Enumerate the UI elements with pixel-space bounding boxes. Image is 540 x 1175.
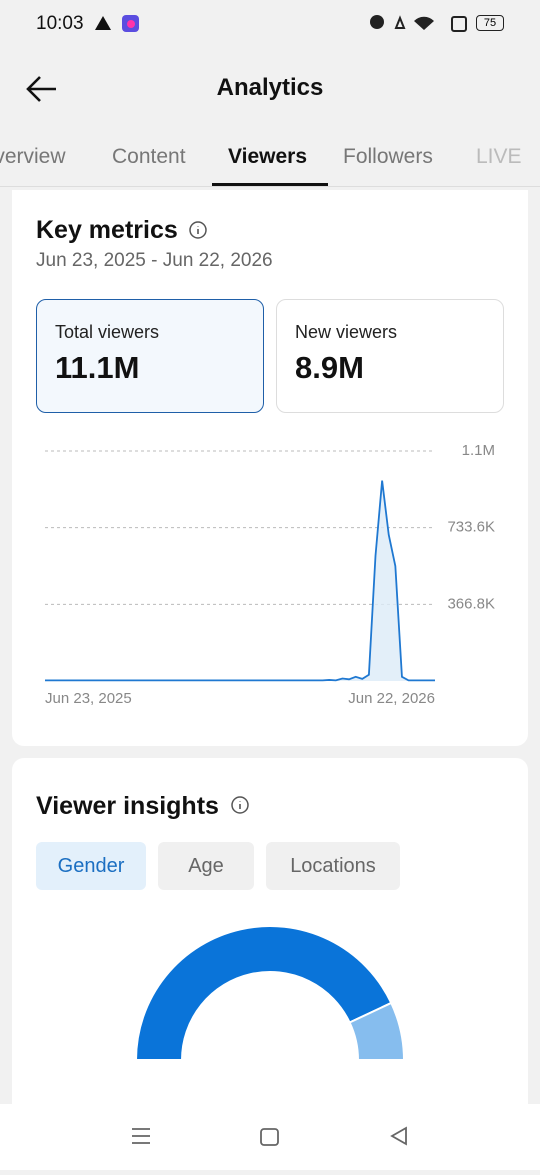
tab-indicator	[212, 183, 328, 186]
section-title: Key metrics	[36, 216, 178, 244]
metric-card[interactable]: New viewers 8.9M	[276, 299, 504, 413]
tab[interactable]: LIVE	[476, 145, 522, 168]
system-icons	[370, 15, 467, 32]
metric-value: 11.1M	[55, 350, 140, 385]
nav-icons	[132, 1126, 407, 1146]
key-metrics-card: Key metrics Jun 23, 2025 - Jun 22, 2026 …	[12, 190, 528, 746]
tab[interactable]: Viewers	[228, 145, 308, 168]
line	[45, 480, 435, 682]
y-tick-label: 733.6K	[447, 519, 495, 536]
tab[interactable]: Overview	[0, 145, 66, 168]
metric-label: Total viewers	[55, 322, 160, 342]
time: 10:03	[36, 13, 84, 34]
filter-chip[interactable]: Gender	[36, 842, 146, 890]
line-chart: 366.8K 733.6K 1.1M Jun 23, 2025 Jun 22, 2026	[45, 442, 495, 707]
metric-card[interactable]: Total viewers 11.1M	[36, 299, 264, 413]
tab[interactable]: Content	[112, 145, 186, 168]
info-icon[interactable]	[230, 795, 250, 815]
metric-label: New viewers	[295, 322, 398, 342]
gauge-chart	[134, 925, 406, 1061]
back-button[interactable]	[24, 74, 60, 104]
y-tick-label: 1.1M	[462, 442, 495, 459]
nav-bar	[0, 1104, 540, 1170]
date-range: Jun 23, 2025 - Jun 22, 2026	[36, 250, 273, 271]
filter-chip[interactable]: Age	[158, 842, 254, 890]
section-title: Viewer insights	[36, 792, 219, 820]
battery: 75	[476, 15, 504, 31]
page-title: Analytics	[216, 74, 324, 101]
status-bar: 10:03 75	[0, 0, 540, 48]
tab-bar: Overview Content Viewers Followers LIVE	[0, 140, 540, 187]
gauge-segment	[348, 1001, 406, 1061]
gauge-segment	[134, 925, 393, 1061]
tab[interactable]: Followers	[343, 145, 433, 168]
metric-value: 8.9M	[295, 350, 364, 385]
x-tick-label: Jun 22, 2026	[348, 690, 435, 707]
x-tick-label: Jun 23, 2025	[45, 690, 132, 707]
area	[45, 480, 435, 681]
filter-chip[interactable]: Locations	[266, 842, 400, 890]
y-tick-label: 366.8K	[447, 595, 495, 612]
info-icon[interactable]	[188, 220, 208, 240]
notification-icons	[95, 15, 139, 32]
